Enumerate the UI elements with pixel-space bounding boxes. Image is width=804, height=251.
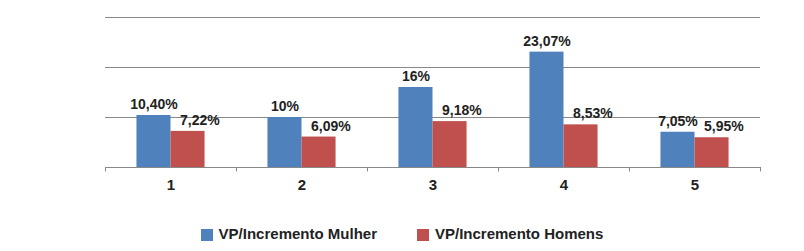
svg-text:7,05%: 7,05% — [658, 113, 698, 129]
svg-text:3: 3 — [429, 176, 437, 193]
svg-text:10%: 10% — [271, 98, 300, 114]
html-text:VP/Incremento Homens: VP/Incremento Homens — [435, 224, 604, 242]
svg-text:10,40%: 10,40% — [130, 96, 178, 112]
svg-text:6,09%: 6,09% — [311, 118, 351, 134]
svg-text:5,95%: 5,95% — [704, 118, 744, 134]
svg-text:23,07%: 23,07% — [523, 33, 571, 49]
svg-text:2: 2 — [298, 176, 306, 193]
svg-text:9,18%: 9,18% — [442, 102, 482, 118]
svg-text:1: 1 — [167, 176, 175, 193]
svg-text:7,22%: 7,22% — [180, 112, 220, 128]
html-text:VP/Incremento Mulher: VP/Incremento Mulher — [218, 224, 377, 242]
svg-text:8,53%: 8,53% — [573, 105, 613, 121]
svg-text:5: 5 — [691, 176, 699, 193]
svg-text:4: 4 — [560, 176, 569, 193]
svg-text:16%: 16% — [402, 68, 431, 84]
